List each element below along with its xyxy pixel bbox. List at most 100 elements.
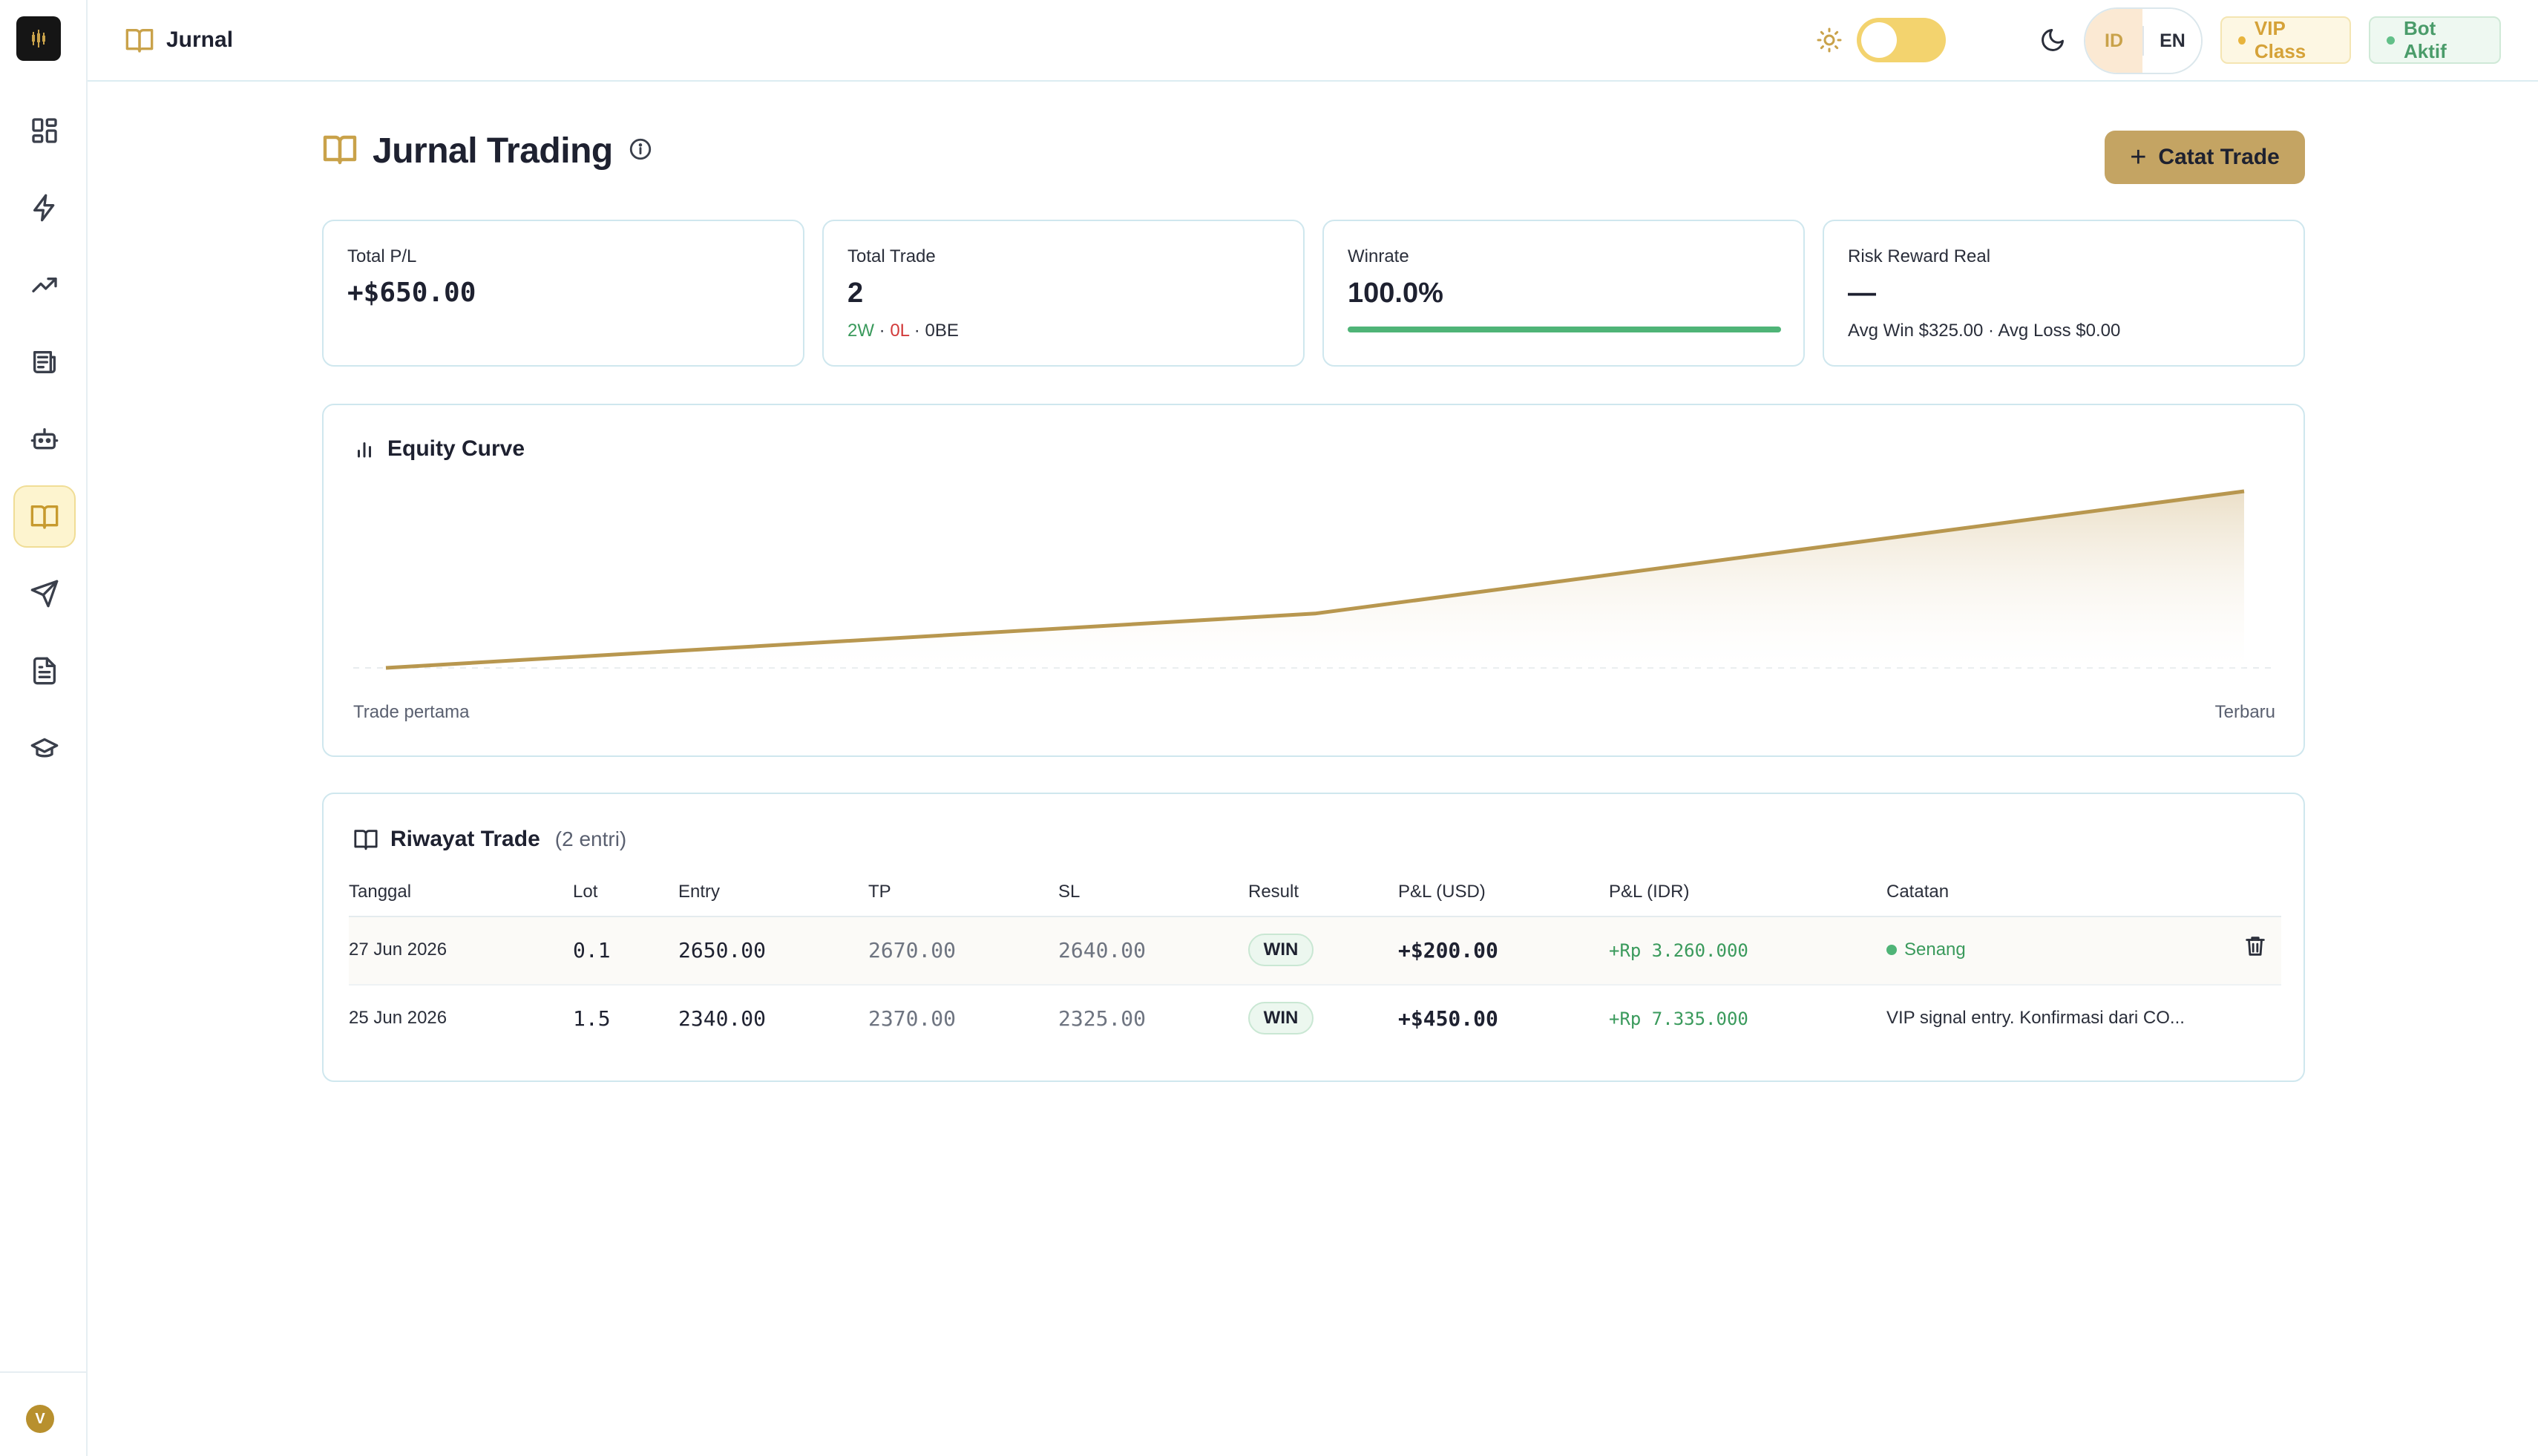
brand-logo[interactable] bbox=[16, 16, 61, 61]
avg-win-loss: Avg Win $325.00 · Avg Loss $0.00 bbox=[1848, 321, 2121, 341]
cell-pl-idr: +Rp 3.260.000 bbox=[1609, 940, 1748, 961]
theme-toggle[interactable] bbox=[1857, 18, 1946, 62]
winrate-progress-bar bbox=[1348, 327, 1781, 332]
plus-icon: + bbox=[2130, 142, 2147, 173]
cell-pl-usd: +$200.00 bbox=[1398, 938, 1498, 963]
lightning-icon bbox=[33, 194, 55, 222]
note-text: Senang bbox=[1904, 939, 1966, 960]
trending-up-icon bbox=[32, 278, 57, 292]
sidebar-item-bot[interactable] bbox=[13, 408, 76, 470]
bot-icon bbox=[30, 428, 59, 450]
stat-label: Winrate bbox=[1348, 246, 1409, 266]
stat-value: — bbox=[1848, 278, 1876, 309]
trade-history-card: Riwayat Trade (2 entri) Tanggal Lot Entr… bbox=[322, 793, 2305, 1082]
add-trade-label: Catat Trade bbox=[2158, 145, 2280, 169]
sidebar-item-documents[interactable] bbox=[13, 640, 76, 702]
sidebar-item-signals[interactable] bbox=[13, 177, 76, 239]
delete-trade-button[interactable] bbox=[2243, 934, 2272, 963]
x-axis-end-label: Terbaru bbox=[2214, 702, 2275, 722]
lang-divider bbox=[2142, 26, 2144, 56]
stat-value: 2 bbox=[847, 278, 864, 309]
sidebar-item-academy[interactable] bbox=[13, 717, 76, 779]
lang-option-en[interactable]: EN bbox=[2143, 9, 2201, 73]
language-switcher: ID EN bbox=[2084, 7, 2203, 74]
stat-label: Risk Reward Real bbox=[1848, 246, 1991, 266]
mood-dot bbox=[1886, 945, 1897, 955]
header-divider bbox=[349, 916, 2281, 917]
note-text: VIP signal entry. Konfirmasi dari CO... bbox=[1886, 1008, 2185, 1028]
result-badge: WIN bbox=[1248, 1002, 1314, 1034]
wins-count: 2W bbox=[847, 321, 874, 341]
page-title: Jurnal Trading bbox=[373, 131, 613, 171]
col-header-tanggal: Tanggal bbox=[349, 882, 412, 902]
stat-card-winrate: Winrate 100.0% bbox=[1322, 220, 1805, 367]
cell-entry: 2650.00 bbox=[678, 938, 767, 963]
cell-sl: 2640.00 bbox=[1058, 938, 1147, 963]
table-row[interactable]: 27 Jun 2026 0.1 2650.00 2670.00 2640.00 … bbox=[349, 917, 2281, 986]
sidebar-item-news[interactable] bbox=[13, 331, 76, 393]
newspaper-icon bbox=[33, 351, 56, 373]
book-open-icon bbox=[354, 830, 378, 850]
equity-title: Equity Curve bbox=[387, 436, 525, 461]
candlestick-icon bbox=[32, 30, 45, 47]
breakeven-count: 0BE bbox=[925, 321, 959, 341]
result-badge: WIN bbox=[1248, 934, 1314, 966]
lang-option-id[interactable]: ID bbox=[2085, 9, 2143, 73]
trade-breakdown: 2W · 0L · 0BE bbox=[847, 321, 959, 341]
equity-area bbox=[386, 491, 2244, 668]
cell-tp: 2370.00 bbox=[868, 1006, 957, 1031]
sidebar-item-jurnal[interactable] bbox=[13, 485, 76, 548]
theme-toggle-knob bbox=[1861, 22, 1897, 58]
sidebar-item-market[interactable] bbox=[13, 254, 76, 316]
trash-icon bbox=[2246, 937, 2265, 956]
cell-pl-usd: +$450.00 bbox=[1398, 1006, 1498, 1031]
col-header-entry: Entry bbox=[678, 882, 721, 902]
stat-value: 100.0% bbox=[1348, 278, 1443, 309]
cell-sl: 2325.00 bbox=[1058, 1006, 1147, 1031]
table-row[interactable]: 25 Jun 2026 1.5 2340.00 2370.00 2325.00 … bbox=[349, 986, 2281, 1054]
vip-label: VIP Class bbox=[2254, 17, 2306, 62]
bot-status-badge[interactable]: Bot Aktif bbox=[2369, 16, 2501, 64]
moon-icon bbox=[2039, 27, 2066, 53]
history-count: (2 entri) bbox=[554, 827, 627, 850]
book-open-icon bbox=[322, 131, 358, 171]
bot-status-label: Bot Aktif bbox=[2403, 17, 2447, 62]
separator: · bbox=[874, 321, 891, 341]
stat-label: Total P/L bbox=[347, 246, 417, 266]
col-header-pl-idr: P&L (IDR) bbox=[1609, 882, 1690, 902]
page-header: Jurnal Trading bbox=[322, 131, 653, 171]
col-header-pl-usd: P&L (USD) bbox=[1398, 882, 1486, 902]
breadcrumb-page-name: Jurnal bbox=[166, 27, 234, 52]
cell-note: VIP signal entry. Konfirmasi dari CO... bbox=[1886, 1008, 2185, 1029]
sidebar-divider bbox=[0, 1371, 88, 1373]
cell-lot: 1.5 bbox=[573, 1006, 611, 1031]
avatar[interactable]: V bbox=[26, 1405, 54, 1433]
cell-note: Senang bbox=[1886, 939, 1966, 960]
book-open-icon bbox=[125, 29, 154, 53]
cell-pl-idr: +Rp 7.335.000 bbox=[1609, 1009, 1748, 1029]
separator: · bbox=[909, 321, 925, 341]
info-icon[interactable] bbox=[628, 137, 653, 165]
col-header-sl: SL bbox=[1058, 882, 1081, 902]
history-header: Riwayat Trade (2 entri) bbox=[353, 827, 626, 852]
book-open-icon bbox=[30, 505, 59, 529]
losses-count: 0L bbox=[890, 321, 910, 341]
bot-status-dot bbox=[2387, 36, 2395, 45]
vip-dot bbox=[2238, 36, 2246, 45]
send-icon bbox=[30, 580, 59, 608]
stat-card-total-trade: Total Trade 2 2W · 0L · 0BE bbox=[822, 220, 1305, 367]
breadcrumb: Jurnal bbox=[125, 25, 233, 55]
cell-date: 27 Jun 2026 bbox=[349, 939, 447, 960]
sidebar: V bbox=[0, 0, 88, 1456]
col-header-lot: Lot bbox=[573, 882, 598, 902]
equity-chart bbox=[353, 489, 2277, 670]
sidebar-item-dashboard[interactable] bbox=[13, 99, 76, 162]
sun-icon bbox=[1816, 27, 1843, 53]
cell-lot: 0.1 bbox=[573, 938, 611, 963]
document-icon bbox=[33, 657, 56, 685]
sidebar-item-telegram[interactable] bbox=[13, 563, 76, 625]
vip-class-badge[interactable]: VIP Class bbox=[2220, 16, 2351, 64]
equity-header: Equity Curve bbox=[353, 436, 525, 462]
add-trade-button[interactable]: + Catat Trade bbox=[2105, 131, 2305, 184]
stat-card-total-pl: Total P/L +$650.00 bbox=[322, 220, 804, 367]
